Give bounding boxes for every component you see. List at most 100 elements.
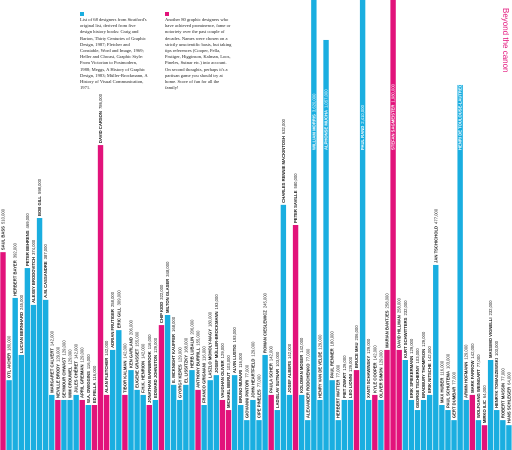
value-label: 103,000 <box>415 348 420 364</box>
category-label: CIPE PINELES <box>256 389 261 418</box>
bar-label: PAUL RAND 2,410,000 <box>360 104 365 150</box>
bar-label: ED FELLA 116,000 <box>92 365 97 403</box>
bar <box>366 399 372 450</box>
bar <box>506 425 512 450</box>
bar <box>359 0 366 450</box>
bar <box>372 394 378 450</box>
value-label: 232,000 <box>488 300 493 316</box>
legend-swatch <box>80 12 84 16</box>
value-label: 129,000 <box>61 340 66 356</box>
bar-label: KOLOMAN MOSER 142,000 <box>299 337 304 393</box>
value-label: 180,000 <box>7 335 12 351</box>
value-label: 258,000 <box>110 291 115 307</box>
category-label: PAUL RENNER <box>330 348 335 378</box>
bar <box>73 394 79 450</box>
category-label: BRUNO MUNARI <box>238 370 243 403</box>
category-label: BRUCE MAU <box>354 342 359 368</box>
bar <box>30 304 37 450</box>
value-label: 129,000 <box>366 338 371 354</box>
bar-label: SEYMOUR CHWAST129,000 <box>61 340 66 398</box>
bar-label: ERIK SPIEKERMANN 129,000 <box>409 338 414 398</box>
bar-label: WILLIAM MORRIS 3,620,000 <box>311 93 316 150</box>
bar-label: GEORGE TSCHERNY103,000 <box>415 348 420 408</box>
bar <box>445 410 451 450</box>
bar-label: MARK FARROW 142,000 <box>470 343 475 393</box>
bar-label: EDWARD JOHNSTON 129,000 <box>153 337 158 398</box>
bar-label: MIRKO ILIC 64,000 <box>482 385 487 424</box>
bar <box>122 394 128 450</box>
value-label: 206,000 <box>128 319 133 335</box>
bar-label: CIPE PINELES 77,000 <box>256 374 261 418</box>
bar <box>250 399 256 450</box>
value-label: 598,000 <box>37 178 42 194</box>
bar-label: VAUGHAN OLIVER129,000 <box>220 343 225 398</box>
category-label: CHARLES RENNIE MACKINTOSH <box>281 136 286 203</box>
bar-label: KEN GARLAND 206,000 <box>128 319 133 368</box>
bar-label: PAULA SCHER 142,000 <box>269 345 274 393</box>
bar-label: LADISLAV SUTNAR 103,000 <box>275 351 280 408</box>
category-label: LASZLO MOHOLY-NAGY <box>208 329 213 378</box>
bar-label: GIOVANNI PINTORI 77,000 <box>244 364 249 418</box>
bar <box>6 380 12 450</box>
bar-label: MASSIMO VIGNELLI 232,000 <box>488 300 493 358</box>
bar <box>231 375 238 450</box>
value-label: 129,000 <box>421 331 426 347</box>
category-label: LADISLAV SUTNAR <box>275 369 280 408</box>
bar-label: LASZLO MOHOLY-NAGY 180,000 <box>208 311 213 378</box>
category-label: PIET ZWART <box>342 372 347 398</box>
bar-label: MARGARET CALVERT 142,000 <box>49 330 54 393</box>
value-label: 155,000 <box>196 330 201 346</box>
bar <box>298 394 305 450</box>
bar <box>396 349 402 450</box>
value-label: 129,000 <box>177 346 182 362</box>
category-label: ERIK SPIEKERMANN <box>409 356 414 398</box>
category-label: OLIVER SIMON <box>378 367 383 397</box>
bar-label: ARMIN HOFMANN 129,000 <box>464 344 469 398</box>
category-label: ED FELLA <box>92 383 97 403</box>
category-label: MARIAN BANTJES <box>384 310 389 348</box>
value-label: 142,000 <box>122 343 127 359</box>
bar <box>213 375 220 450</box>
bar-label: HERBERT MATTER 77,000 <box>336 364 341 418</box>
note-text: List of 68 designers from Stratford's or… <box>80 17 148 91</box>
bar-label: HENRYK TOMASZEWSKI 103,000 <box>494 340 499 408</box>
value-label: 64,000 <box>482 385 487 398</box>
category-label: WOLFGANG WEINGART <box>476 369 481 418</box>
bar-label: HANS SCHLEGER 64,000 <box>506 371 511 423</box>
bar-label: MAX HUBER 116,000 <box>439 360 444 403</box>
bar <box>451 420 457 450</box>
category-label: JOHN HEARTFIELD <box>250 359 255 398</box>
bar <box>189 370 195 450</box>
bar-label: JULES CHÉRET 142,000 <box>74 343 79 393</box>
bar-label: SAUL BASS 510,000 <box>0 208 5 250</box>
bar-label: MICHAEL BIERUT 103,000 <box>226 354 231 408</box>
category-label: HERB LUBALIN <box>189 337 194 368</box>
category-label: ADRIAN FRUTIGER <box>110 309 115 348</box>
category-label: MAX HUBER <box>439 378 444 403</box>
bar <box>414 410 421 450</box>
category-label: NEVILLE BRODY <box>55 364 60 398</box>
bar-label: PIET ZWART129,000 <box>342 355 347 398</box>
bar <box>55 399 61 450</box>
value-label: 142,000 <box>269 345 274 361</box>
bar-label: BRADBURY THOMPSON 129,000 <box>421 331 426 398</box>
bar <box>219 399 226 450</box>
value-label: 77,000 <box>452 371 457 384</box>
category-label: ALAN FLETCHER <box>104 358 109 393</box>
bar <box>116 330 122 450</box>
bar <box>335 420 341 450</box>
category-label: GIOVANNI PINTORI <box>244 380 249 418</box>
value-label: 77,000 <box>500 368 505 381</box>
value-label: 103,000 <box>445 353 450 369</box>
value-label: 142,000 <box>74 343 79 359</box>
category-label: A.M. CASSANDRE <box>43 261 48 298</box>
value-label: 245,000 <box>19 294 24 310</box>
value-label: 469,000 <box>25 213 30 229</box>
value-label: 129,000 <box>317 334 322 350</box>
bar-label: OLIVER SIMON129,000 <box>378 350 383 398</box>
bar-label: F.H.K. HENRION 142,000 <box>141 343 146 393</box>
bar <box>18 354 24 450</box>
value-label: 258,000 <box>397 297 402 313</box>
bar <box>347 399 354 450</box>
